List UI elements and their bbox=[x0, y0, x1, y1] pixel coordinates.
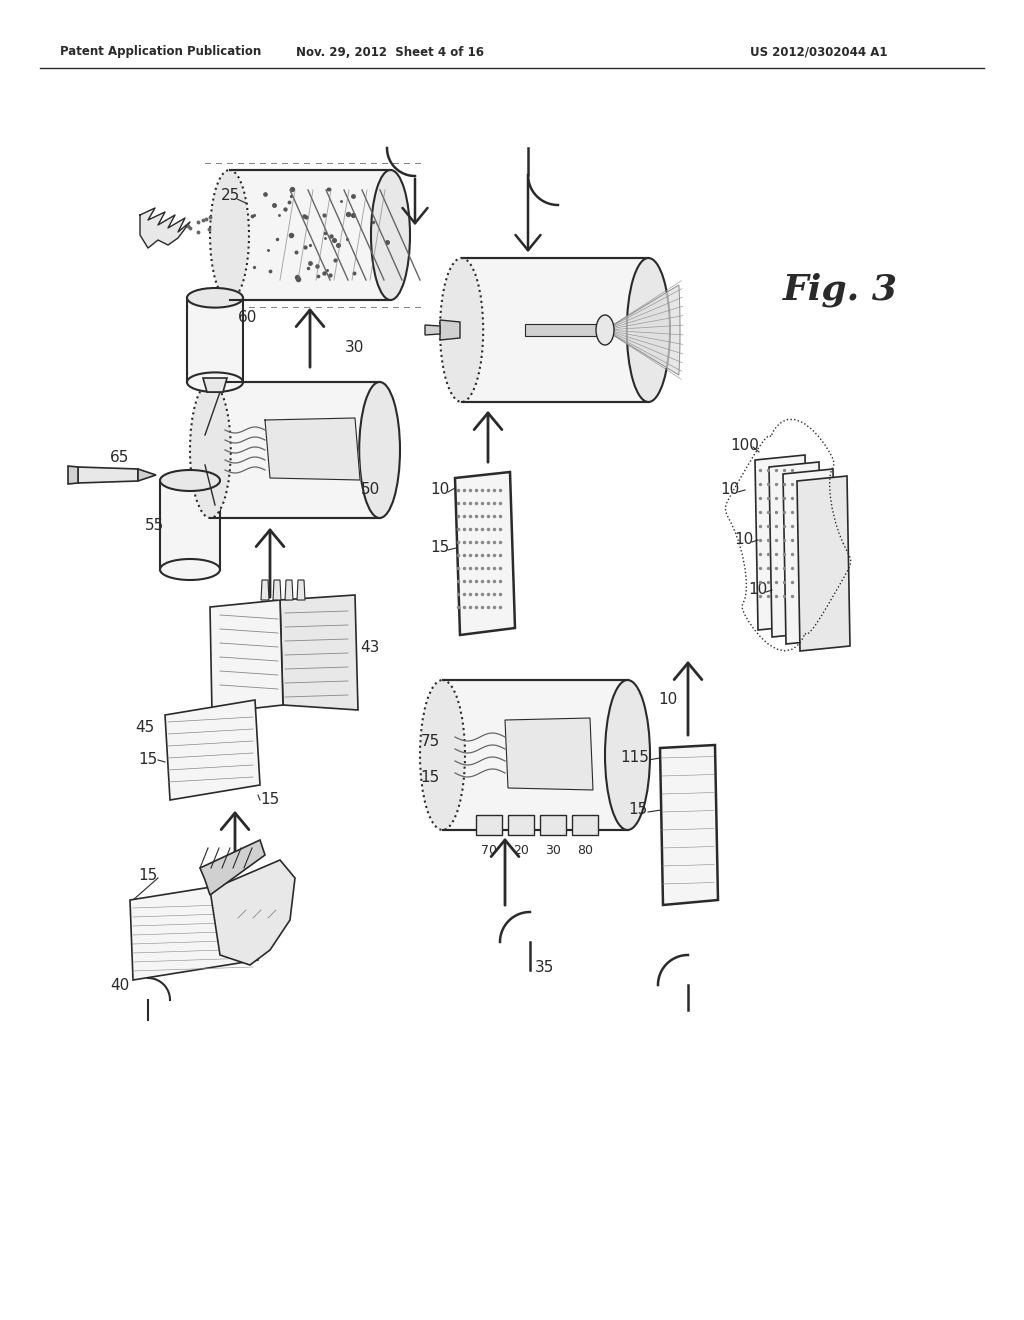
Text: 40: 40 bbox=[111, 978, 130, 993]
Polygon shape bbox=[140, 209, 190, 248]
Text: 50: 50 bbox=[360, 483, 380, 498]
Ellipse shape bbox=[371, 170, 410, 300]
Ellipse shape bbox=[440, 257, 483, 403]
Polygon shape bbox=[605, 285, 680, 375]
Polygon shape bbox=[769, 462, 822, 638]
Polygon shape bbox=[165, 700, 260, 800]
Text: 80: 80 bbox=[577, 843, 593, 857]
Polygon shape bbox=[297, 579, 305, 601]
Polygon shape bbox=[476, 814, 502, 836]
Text: US 2012/0302044 A1: US 2012/0302044 A1 bbox=[750, 45, 888, 58]
Polygon shape bbox=[285, 579, 293, 601]
Polygon shape bbox=[138, 469, 156, 480]
Polygon shape bbox=[229, 170, 390, 300]
Text: 15: 15 bbox=[629, 803, 647, 817]
Ellipse shape bbox=[605, 680, 650, 830]
Text: 30: 30 bbox=[545, 843, 561, 857]
Ellipse shape bbox=[420, 680, 465, 830]
Polygon shape bbox=[755, 455, 808, 630]
Polygon shape bbox=[210, 601, 283, 713]
Text: 55: 55 bbox=[145, 517, 165, 532]
Text: 60: 60 bbox=[239, 310, 258, 326]
Text: 30: 30 bbox=[345, 341, 365, 355]
Text: 15: 15 bbox=[430, 540, 450, 556]
Text: 100: 100 bbox=[730, 437, 760, 453]
Polygon shape bbox=[210, 381, 380, 517]
Polygon shape bbox=[280, 595, 358, 710]
Polygon shape bbox=[462, 257, 648, 403]
Ellipse shape bbox=[160, 558, 220, 579]
Polygon shape bbox=[572, 814, 598, 836]
Text: 115: 115 bbox=[621, 751, 649, 766]
Text: 70: 70 bbox=[481, 843, 497, 857]
Ellipse shape bbox=[596, 315, 614, 345]
Text: 15: 15 bbox=[138, 867, 158, 883]
Text: 10: 10 bbox=[720, 483, 739, 498]
Text: Nov. 29, 2012  Sheet 4 of 16: Nov. 29, 2012 Sheet 4 of 16 bbox=[296, 45, 484, 58]
Text: 45: 45 bbox=[135, 721, 155, 735]
Text: 65: 65 bbox=[111, 450, 130, 466]
Text: 75: 75 bbox=[421, 734, 439, 750]
Text: 15: 15 bbox=[421, 771, 439, 785]
Polygon shape bbox=[78, 467, 138, 483]
Ellipse shape bbox=[627, 257, 670, 403]
Text: 25: 25 bbox=[220, 187, 240, 202]
Ellipse shape bbox=[359, 381, 400, 517]
Polygon shape bbox=[797, 477, 850, 651]
Polygon shape bbox=[508, 814, 534, 836]
Polygon shape bbox=[783, 469, 836, 644]
Text: 20: 20 bbox=[513, 843, 529, 857]
Ellipse shape bbox=[160, 470, 220, 491]
Polygon shape bbox=[200, 840, 265, 895]
Text: 43: 43 bbox=[360, 640, 380, 656]
Text: 10: 10 bbox=[734, 532, 754, 548]
Polygon shape bbox=[68, 466, 78, 484]
Polygon shape bbox=[660, 744, 718, 906]
Polygon shape bbox=[187, 298, 243, 383]
Polygon shape bbox=[440, 319, 460, 341]
Ellipse shape bbox=[190, 381, 230, 517]
Polygon shape bbox=[525, 323, 605, 337]
Ellipse shape bbox=[187, 372, 243, 392]
Text: 10: 10 bbox=[430, 483, 450, 498]
Polygon shape bbox=[160, 480, 220, 569]
Text: Patent Application Publication: Patent Application Publication bbox=[60, 45, 261, 58]
Ellipse shape bbox=[187, 288, 243, 308]
Polygon shape bbox=[261, 579, 269, 601]
Text: 10: 10 bbox=[658, 693, 678, 708]
Text: 35: 35 bbox=[536, 961, 555, 975]
Polygon shape bbox=[505, 718, 593, 789]
Polygon shape bbox=[210, 861, 295, 965]
Text: 10: 10 bbox=[749, 582, 768, 598]
Polygon shape bbox=[442, 680, 628, 830]
Text: 15: 15 bbox=[138, 752, 158, 767]
Polygon shape bbox=[455, 473, 515, 635]
Polygon shape bbox=[273, 579, 281, 601]
Text: Fig. 3: Fig. 3 bbox=[782, 273, 897, 308]
Polygon shape bbox=[130, 880, 258, 979]
Polygon shape bbox=[203, 378, 227, 392]
Ellipse shape bbox=[210, 170, 249, 300]
Polygon shape bbox=[425, 325, 440, 335]
Polygon shape bbox=[265, 418, 360, 480]
Polygon shape bbox=[540, 814, 566, 836]
Text: 15: 15 bbox=[260, 792, 280, 808]
